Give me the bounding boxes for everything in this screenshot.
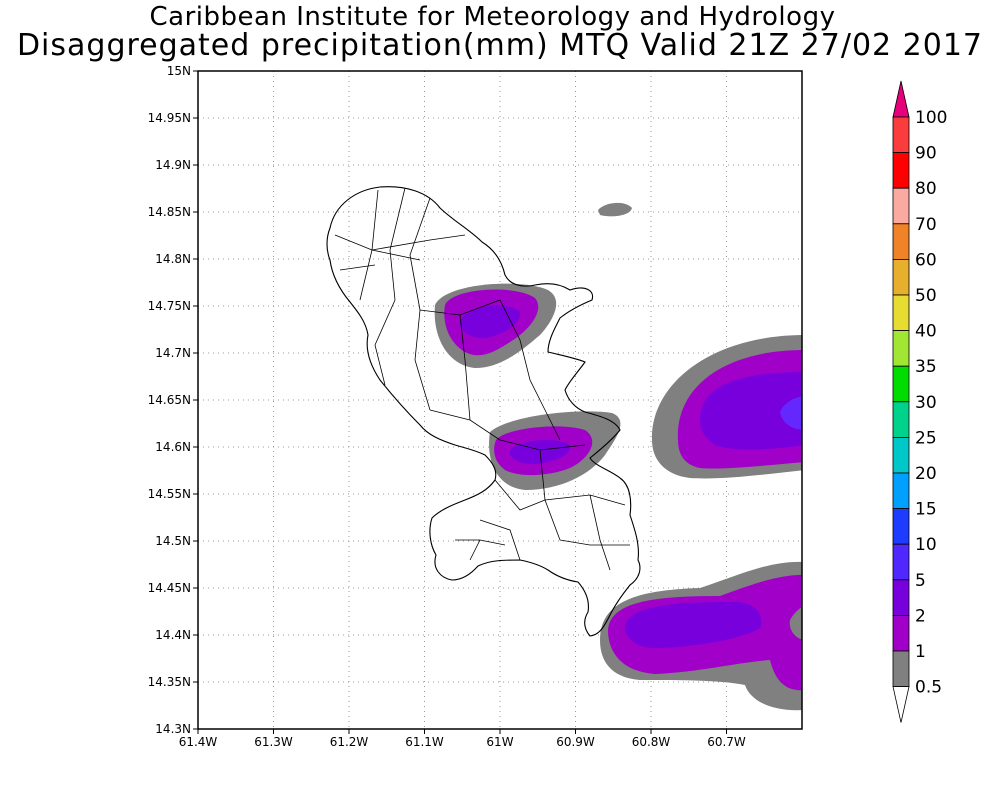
precip-east-5	[780, 396, 802, 430]
y-tick-label: 14.95N	[148, 111, 191, 125]
colorbar-label: 100	[915, 108, 947, 128]
colorbar-label: 20	[915, 464, 937, 484]
colorbar-swatch	[892, 294, 910, 331]
colorbar-label: 5	[915, 571, 926, 591]
y-tick-label: 14.3N	[155, 722, 191, 736]
x-tick-label: 61.2W	[330, 735, 369, 749]
precip-north-2	[459, 305, 521, 338]
precip-south-2	[624, 601, 762, 648]
title-product: Disaggregated precipitation(mm) MTQ Vali…	[16, 28, 984, 63]
colorbar-label: 90	[915, 144, 937, 164]
precip-south-edge	[789, 606, 802, 640]
colorbar-bottom-arrow	[892, 686, 910, 723]
colorbar-label: 10	[915, 535, 937, 555]
island-martinique	[326, 186, 641, 637]
y-tick-label: 15N	[167, 64, 191, 78]
colorbar-label: 2	[915, 606, 926, 626]
colorbar-label: 35	[915, 357, 937, 377]
x-tick-label: 61W	[486, 735, 513, 749]
y-tick-label: 14.75N	[148, 299, 191, 313]
colorbar-label: 30	[915, 393, 937, 413]
x-tick-label: 60.8W	[632, 735, 671, 749]
colorbar-label: 40	[915, 322, 937, 342]
colorbar-swatch	[892, 330, 910, 367]
colorbar-swatch	[892, 365, 910, 403]
colorbar-swatch	[892, 543, 910, 581]
y-tick-label: 14.7N	[155, 346, 191, 360]
title-institute: Caribbean Institute for Meteorology and …	[149, 2, 836, 32]
colorbar-label: 70	[915, 215, 937, 235]
y-tick-label: 14.55N	[148, 487, 191, 501]
map-grid	[198, 71, 802, 729]
colorbar-label: 15	[915, 500, 937, 520]
y-tick-label: 14.65N	[148, 393, 191, 407]
y-tick-label: 14.4N	[155, 628, 191, 642]
x-tick-label: 61.3W	[254, 735, 293, 749]
colorbar-label: 60	[915, 250, 937, 270]
y-tick-label: 14.8N	[155, 252, 191, 266]
y-tick-label: 14.45N	[148, 581, 191, 595]
precip-field	[434, 202, 802, 711]
x-tick-label: 60.7W	[707, 735, 746, 749]
colorbar-swatch	[892, 116, 910, 153]
y-tick-label: 14.9N	[155, 158, 191, 172]
x-axis: 61.4W 61.3W 61.2W 61.1W 61W 60.9W 60.8W 60.7W	[179, 729, 746, 749]
y-tick-label: 14.35N	[148, 675, 191, 689]
colorbar-swatch	[892, 508, 910, 545]
precip-offshore	[598, 202, 632, 217]
colorbar-swatch	[892, 223, 910, 260]
colorbar-swatch	[892, 152, 910, 189]
y-tick-label: 14.6N	[155, 440, 191, 454]
x-tick-label: 61.1W	[405, 735, 444, 749]
y-tick-label: 14.5N	[155, 534, 191, 548]
colorbar-label: 80	[915, 179, 937, 199]
x-tick-label: 61.4W	[179, 735, 218, 749]
colorbar-swatch	[892, 187, 910, 225]
x-tick-label: 60.9W	[556, 735, 595, 749]
colorbar-label: 50	[915, 286, 937, 306]
colorbar-swatch	[892, 472, 910, 509]
colorbar-swatch	[892, 615, 910, 652]
colorbar-swatch	[892, 579, 910, 616]
colorbar-swatch	[892, 436, 910, 474]
precip-east-2	[700, 372, 802, 450]
colorbar-swatch	[892, 401, 910, 438]
colorbar-label: 25	[915, 428, 937, 448]
colorbar-swatch	[892, 258, 910, 296]
colorbar-top-arrow	[892, 80, 910, 118]
y-tick-label: 14.85N	[148, 205, 191, 219]
colorbar-label: 1	[915, 642, 926, 662]
y-axis: 14.3N 14.35N 14.4N 14.45N 14.5N 14.55N 14.6N 14…	[148, 64, 198, 736]
colorbar-swatch	[892, 650, 910, 687]
colorbar-label: 0.5	[915, 678, 942, 698]
